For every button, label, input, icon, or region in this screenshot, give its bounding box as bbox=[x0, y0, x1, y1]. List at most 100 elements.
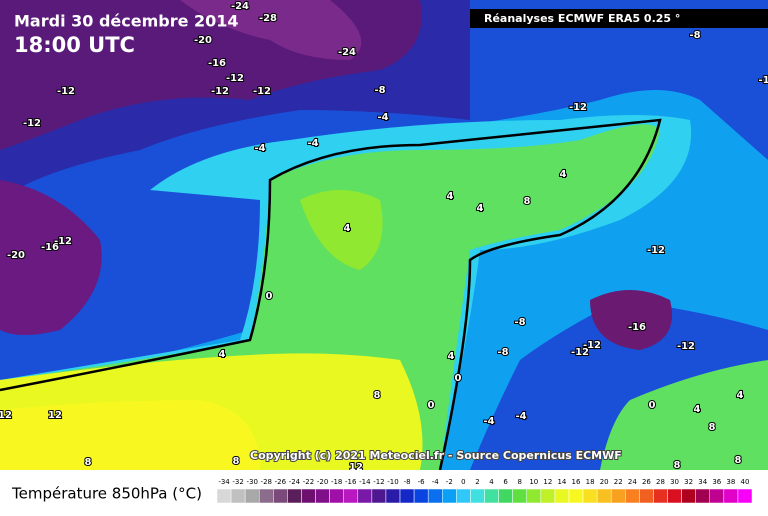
contour-label: -12 bbox=[253, 86, 271, 97]
contour-label: -12 bbox=[571, 347, 589, 358]
contour-label: -4 bbox=[515, 411, 526, 422]
color-cell bbox=[456, 488, 471, 504]
legend-tick: 18 bbox=[586, 478, 595, 486]
legend-tick: 16 bbox=[572, 478, 581, 486]
legend-tick: -20 bbox=[317, 478, 328, 486]
color-cell bbox=[230, 488, 246, 504]
color-cell bbox=[258, 488, 274, 504]
color-cell bbox=[413, 488, 429, 504]
contour-label: -20 bbox=[7, 250, 25, 261]
date: Mardi 30 décembre 2014 bbox=[14, 12, 239, 31]
legend-tick: 26 bbox=[642, 478, 651, 486]
legend-tick: -12 bbox=[373, 478, 384, 486]
color-cell bbox=[343, 488, 359, 504]
contour-label: -12 bbox=[226, 73, 244, 84]
legend-tick: 20 bbox=[600, 478, 609, 486]
color-cell bbox=[667, 488, 682, 504]
contour-label: -12 bbox=[211, 86, 229, 97]
legend-tick: -6 bbox=[418, 478, 426, 486]
legend-tick: 30 bbox=[670, 478, 679, 486]
color-cell bbox=[554, 488, 570, 504]
legend-tick: 28 bbox=[656, 478, 665, 486]
legend-tick: -4 bbox=[432, 478, 440, 486]
contour-label: -16 bbox=[628, 322, 646, 333]
legend-tick: 22 bbox=[614, 478, 623, 486]
contour-label: 0 bbox=[455, 373, 462, 384]
contour-label: -12 bbox=[583, 340, 601, 351]
color-cell bbox=[540, 488, 556, 504]
legend-tick: 34 bbox=[698, 478, 707, 486]
legend-tick: 36 bbox=[712, 478, 721, 486]
legend-tick: -22 bbox=[303, 478, 314, 486]
color-cell bbox=[723, 488, 739, 504]
legend-tick: -26 bbox=[275, 478, 287, 486]
contour-label: 8 bbox=[735, 455, 742, 466]
contour-label: 4 bbox=[477, 203, 484, 214]
contour-label: -16 bbox=[41, 242, 59, 253]
time: 18:00 UTC bbox=[14, 33, 135, 57]
contour-label: -20 bbox=[194, 35, 212, 46]
legend-tick: -8 bbox=[404, 478, 411, 486]
color-cell bbox=[695, 488, 711, 504]
source: Réanalyses ECMWF ERA5 0.25 ° bbox=[484, 12, 680, 25]
contour-label: 8 bbox=[709, 422, 716, 433]
color-cell bbox=[329, 488, 344, 504]
contour-label: 4 bbox=[219, 349, 226, 360]
color-cell bbox=[653, 488, 668, 504]
color-cell bbox=[244, 488, 260, 504]
copyright: Copyright (c) 2021 Meteociel.fr - Source… bbox=[250, 449, 622, 462]
contour-label: 0 bbox=[266, 291, 273, 302]
contour-label: -4 bbox=[254, 143, 265, 154]
legend-tick: 10 bbox=[529, 478, 538, 486]
legend-tick: -10 bbox=[387, 478, 398, 486]
contour-label: -12 bbox=[54, 236, 72, 247]
contour-label: -12 bbox=[23, 118, 41, 129]
legend-tick: -2 bbox=[446, 478, 453, 486]
contour-label: 4 bbox=[694, 404, 701, 415]
map bbox=[0, 0, 768, 471]
color-cell bbox=[582, 488, 598, 504]
color-cell bbox=[709, 488, 725, 504]
legend-tick: 40 bbox=[740, 478, 749, 486]
color-cell bbox=[315, 488, 330, 504]
contour-label: -24 bbox=[231, 1, 249, 12]
legend-tick: -16 bbox=[345, 478, 357, 486]
contour-label: 8 bbox=[85, 457, 92, 468]
legend-tick: -32 bbox=[232, 478, 243, 486]
color-cell bbox=[273, 488, 288, 504]
color-cell bbox=[681, 488, 696, 504]
contour-label: -16 bbox=[208, 58, 226, 69]
legend-tick: 32 bbox=[684, 478, 693, 486]
legend-tick: -24 bbox=[289, 478, 301, 486]
contour-label: 4 bbox=[560, 169, 567, 180]
legend-tick: 8 bbox=[517, 478, 521, 486]
contour-label: 12 bbox=[48, 410, 62, 421]
legend-tick: 0 bbox=[461, 478, 465, 486]
color-cell bbox=[385, 488, 401, 504]
legend-label: Température 850hPa (°C) bbox=[11, 485, 202, 503]
contour-label: 0 bbox=[428, 400, 435, 411]
contour-label: 8 bbox=[674, 460, 681, 471]
contour-label: 8 bbox=[374, 390, 381, 401]
contour-label: 4 bbox=[448, 351, 455, 362]
contour-label: 4 bbox=[344, 223, 351, 234]
color-cell bbox=[371, 488, 387, 504]
contour-label: -4 bbox=[483, 416, 494, 427]
color-cell bbox=[470, 488, 485, 504]
contour-label: -1 bbox=[758, 75, 768, 86]
color-cell bbox=[610, 488, 626, 504]
color-cell bbox=[639, 488, 654, 504]
color-cell bbox=[484, 488, 499, 504]
legend-tick: 4 bbox=[489, 478, 494, 486]
contour-label: -8 bbox=[374, 85, 385, 96]
contour-label: -12 bbox=[569, 102, 587, 113]
color-cell bbox=[301, 488, 316, 504]
contour-label: 4 bbox=[447, 191, 454, 202]
legend-tick: -34 bbox=[218, 478, 230, 486]
legend-tick: -14 bbox=[359, 478, 371, 486]
legend-tick: -30 bbox=[246, 478, 257, 486]
legend-tick: 2 bbox=[475, 478, 479, 486]
contour-label: 8 bbox=[233, 456, 240, 467]
color-cell bbox=[568, 488, 584, 504]
contour-label: 8 bbox=[524, 196, 531, 207]
